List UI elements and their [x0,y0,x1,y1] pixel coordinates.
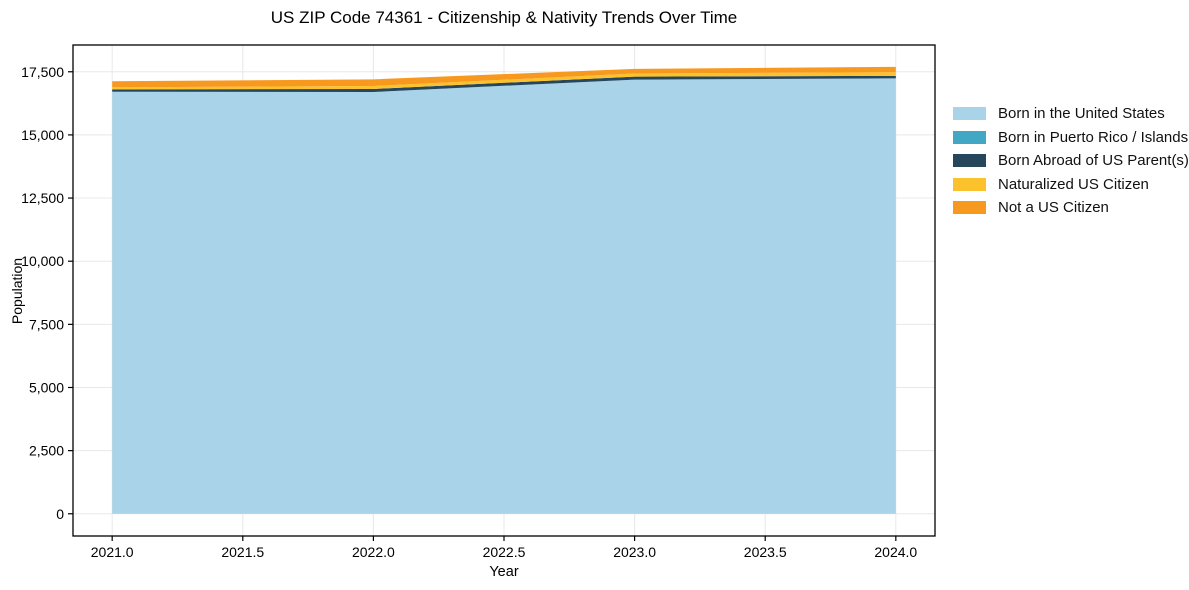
y-tick-label: 2,500 [29,443,64,459]
y-tick-label: 17,500 [21,64,64,80]
legend-item: Born in the United States [953,102,1189,126]
legend: Born in the United States Born in Puerto … [953,102,1189,220]
y-tick-label: 10,000 [21,253,64,269]
y-tick-label: 7,500 [29,316,64,332]
legend-swatch [953,107,986,121]
y-axis-label: Population [9,257,25,325]
x-tick-label: 2024.0 [874,544,917,560]
x-tick-label: 2021.0 [91,544,134,560]
x-tick-label: 2023.5 [744,544,787,560]
y-tick-label: 0 [56,506,64,522]
legend-swatch [953,177,986,191]
x-tick-label: 2022.5 [483,544,526,560]
chart-title: US ZIP Code 74361 - Citizenship & Nativi… [270,8,738,27]
legend-label: Born Abroad of US Parent(s) [998,152,1189,170]
legend-swatch [953,201,986,215]
area-series [112,66,896,88]
legend-swatch [953,130,986,144]
legend-item: Naturalized US Citizen [953,173,1189,197]
legend-label: Naturalized US Citizen [998,175,1149,193]
legend-swatch [953,154,986,168]
area-series [112,75,896,92]
legend-item: Born in Puerto Rico / Islands [953,126,1189,150]
x-axis-label: Year [489,564,519,580]
x-tick-label: 2021.5 [221,544,264,560]
y-tick-label: 12,500 [21,190,64,206]
area-series [112,72,896,90]
y-tick-label: 5,000 [29,379,64,395]
legend-item: Not a US Citizen [953,196,1189,220]
area-series [112,78,896,514]
legend-label: Not a US Citizen [998,199,1109,217]
y-tick-label: 15,000 [21,127,64,143]
legend-label: Born in the United States [998,105,1165,123]
legend-label: Born in Puerto Rico / Islands [998,128,1189,146]
legend-item: Born Abroad of US Parent(s) [953,149,1189,173]
x-tick-label: 2023.0 [613,544,656,560]
x-tick-label: 2022.0 [352,544,395,560]
